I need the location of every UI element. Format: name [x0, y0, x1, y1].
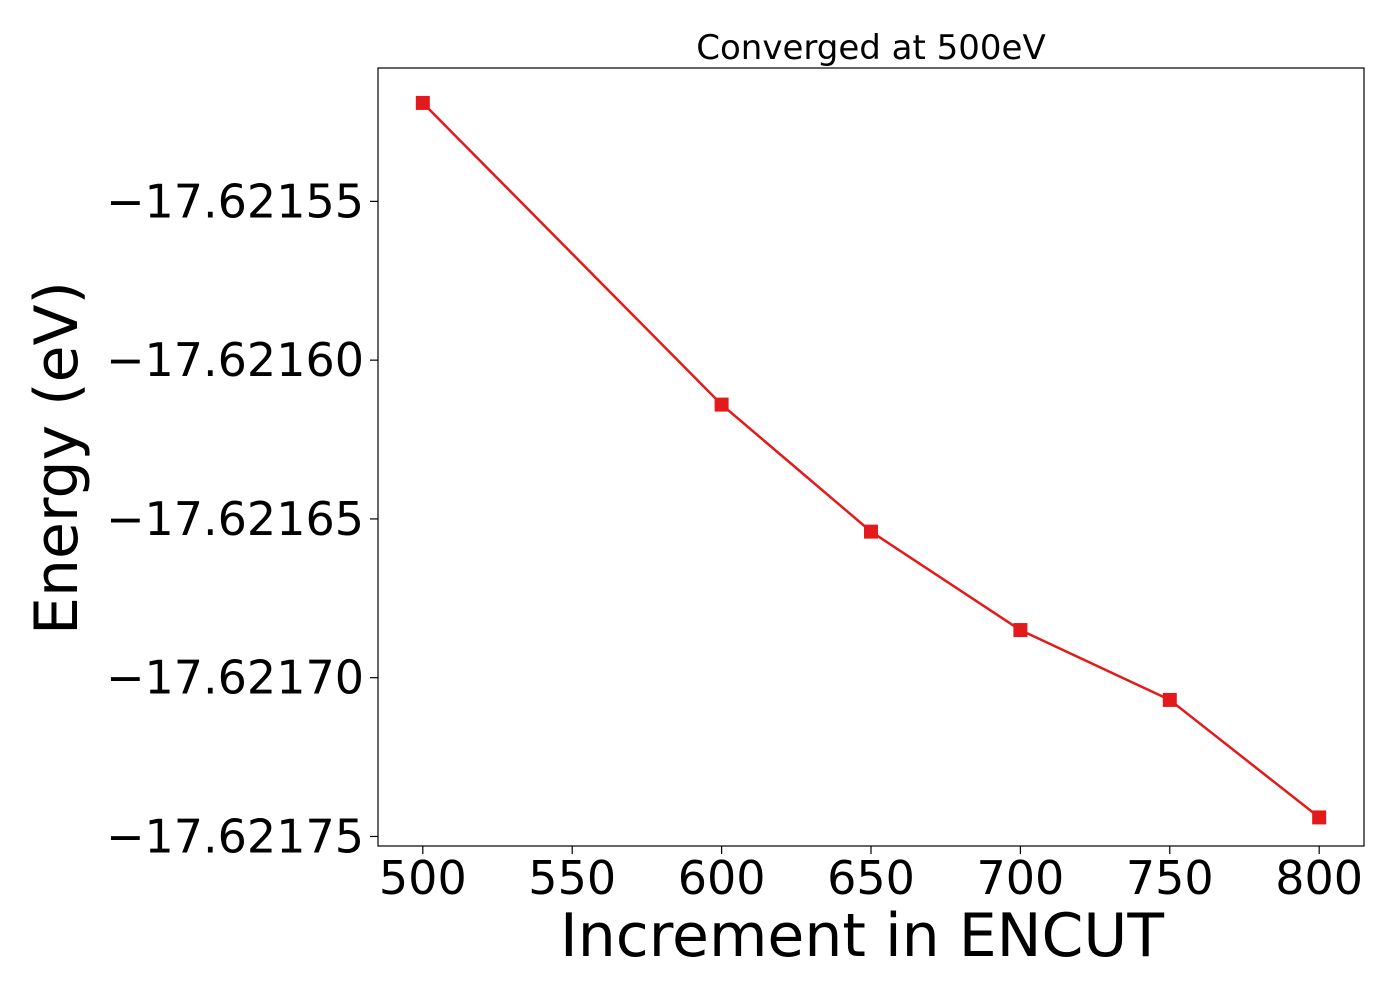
y-tick-label: −17.62175	[106, 809, 364, 863]
x-tick-label: 650	[827, 851, 915, 905]
x-tick-label: 550	[528, 851, 616, 905]
x-tick-label: 700	[976, 851, 1064, 905]
y-tick-label: −17.62155	[106, 174, 364, 228]
x-tick-label: 600	[678, 851, 766, 905]
y-axis-title: Energy (eV)	[22, 281, 92, 635]
data-point-marker	[1013, 623, 1028, 638]
plot-frame	[377, 67, 1365, 847]
x-axis-ticks: 500 550 600 650 700 750 800	[379, 846, 1363, 905]
chart-title: Converged at 500eV	[696, 28, 1045, 68]
data-point-marker	[714, 397, 729, 412]
data-point-marker	[1162, 692, 1177, 707]
x-tick-label: 750	[1126, 851, 1214, 905]
x-tick-label: 800	[1275, 851, 1363, 905]
series-line	[421, 102, 1320, 819]
plot-area	[377, 67, 1365, 847]
y-tick-label: −17.62165	[106, 492, 364, 546]
x-tick-label: 500	[379, 851, 467, 905]
y-axis-ticks: −17.62155 −17.62160 −17.62165 −17.62170 −17.…	[106, 174, 378, 863]
data-point-marker	[1312, 810, 1327, 825]
data-point-marker	[864, 524, 878, 539]
y-tick-label: −17.62170	[106, 651, 364, 705]
x-axis-title: Increment in ENCUT	[560, 901, 1164, 971]
data-point-marker	[415, 95, 430, 110]
y-tick-label: −17.62160	[106, 333, 364, 387]
